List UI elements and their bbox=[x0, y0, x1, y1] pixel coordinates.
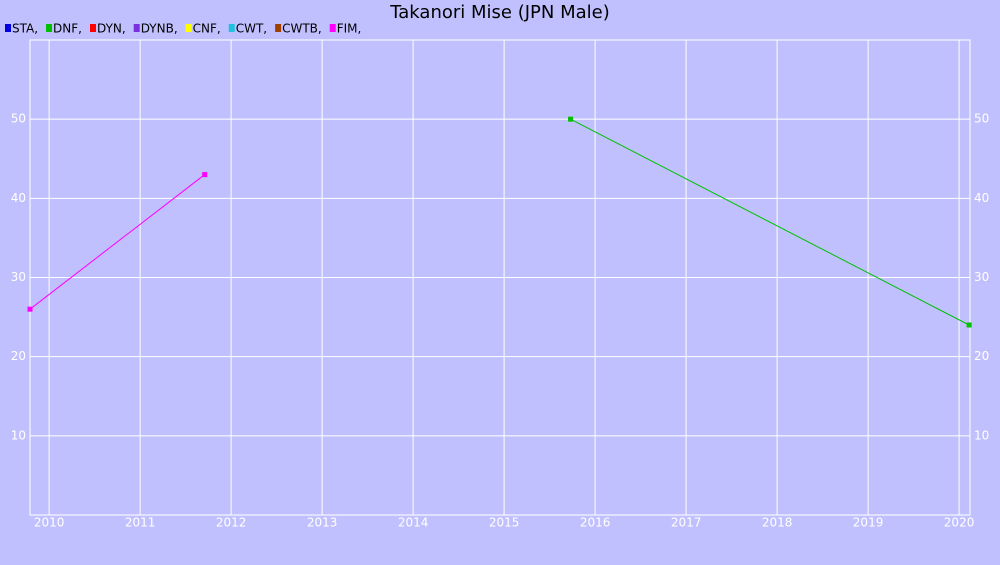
y2-tick-label: 20 bbox=[974, 349, 989, 363]
x-tick-label: 2011 bbox=[125, 516, 156, 530]
legend-label: DYNB, bbox=[141, 22, 178, 36]
legend-label: CWTB, bbox=[282, 22, 322, 36]
x-tick-label: 2012 bbox=[216, 516, 247, 530]
legend-label: DYN, bbox=[97, 22, 126, 36]
point bbox=[202, 172, 208, 178]
x-tick-label: 2010 bbox=[34, 516, 65, 530]
legend-label: STA, bbox=[12, 22, 38, 36]
legend-swatch bbox=[228, 24, 235, 32]
legend-label: FIM, bbox=[337, 22, 362, 36]
legend-label: CNF, bbox=[193, 22, 221, 36]
y2-tick-label: 30 bbox=[974, 270, 989, 284]
x-tick-label: 2017 bbox=[671, 516, 702, 530]
y-tick-label: 10 bbox=[11, 428, 26, 442]
x-tick-label: 2014 bbox=[398, 516, 429, 530]
point bbox=[568, 116, 574, 122]
legend-swatch bbox=[5, 24, 11, 32]
legend-label: CWT, bbox=[236, 22, 267, 36]
legend-swatch bbox=[89, 24, 96, 32]
series-line bbox=[29, 174, 206, 310]
legend-swatch bbox=[275, 24, 282, 32]
chart-title: Takanori Mise (JPN Male) bbox=[389, 2, 609, 23]
legend-swatch bbox=[133, 24, 140, 32]
x-tick-label: 2020 bbox=[944, 516, 975, 530]
y2-tick-label: 40 bbox=[974, 191, 989, 205]
y2-tick-label: 10 bbox=[974, 428, 989, 442]
y-tick-label: 20 bbox=[11, 349, 26, 363]
x-tick-label: 2013 bbox=[307, 516, 338, 530]
point bbox=[966, 322, 972, 328]
y-tick-label: 50 bbox=[11, 112, 26, 126]
y2-tick-label: 50 bbox=[974, 112, 989, 126]
legend-swatch bbox=[185, 24, 192, 32]
x-tick-label: 2015 bbox=[489, 516, 520, 530]
series-line bbox=[570, 118, 970, 326]
x-tick-label: 2018 bbox=[762, 516, 793, 530]
point bbox=[27, 306, 33, 312]
y-tick-label: 40 bbox=[11, 191, 26, 205]
y-tick-label: 30 bbox=[11, 270, 26, 284]
x-tick-label: 2019 bbox=[853, 516, 884, 530]
legend-label: DNF, bbox=[53, 22, 82, 36]
x-tick-label: 2016 bbox=[580, 516, 611, 530]
legend-swatch bbox=[329, 24, 336, 32]
legend-swatch bbox=[46, 24, 53, 32]
